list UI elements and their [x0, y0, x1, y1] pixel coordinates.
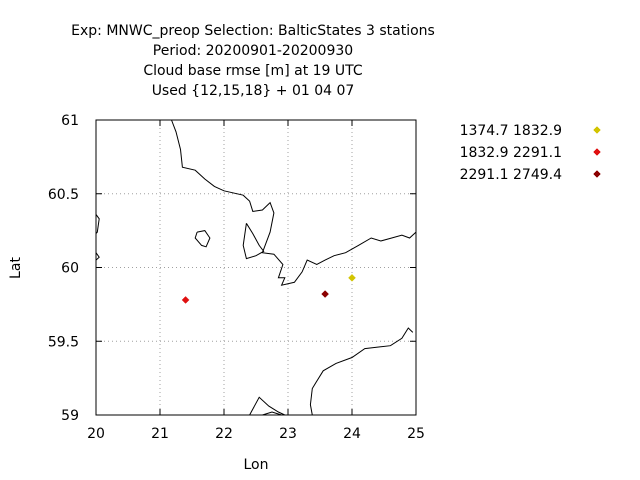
grid	[96, 120, 416, 415]
title-line-2: Period: 20200901-20200930	[153, 43, 353, 59]
coastline	[249, 396, 286, 416]
legend-marker	[593, 126, 601, 134]
y-tick-label: 59	[61, 408, 79, 424]
chart-title: Exp: MNWC_preop Selection: BalticStates …	[71, 23, 435, 99]
legend-label: 2291.1 2749.4	[460, 167, 563, 183]
x-tick-label: 21	[151, 426, 169, 442]
data-point-marker	[321, 290, 329, 298]
legend-marker	[593, 148, 601, 156]
y-axis-label: Lat	[8, 257, 24, 279]
y-tick-label: 60	[61, 261, 79, 277]
data-point-marker	[181, 296, 190, 304]
x-axis-label: Lon	[244, 457, 269, 473]
y-tick-label: 59.5	[48, 334, 79, 350]
coastline	[262, 411, 282, 416]
x-tick-label: 24	[343, 426, 361, 442]
legend: 1374.7 1832.9 1832.9 2291.1 2291.1 2749.4	[460, 123, 601, 183]
legend-marker	[593, 170, 601, 178]
title-line-3: Cloud base rmse [m] at 19 UTC	[143, 63, 363, 79]
coastline	[309, 327, 414, 416]
legend-label: 1832.9 2291.1	[460, 145, 562, 161]
data-points	[181, 273, 356, 304]
coastline	[194, 230, 211, 248]
x-tick-label: 20	[87, 426, 105, 442]
coastline	[95, 252, 100, 261]
y-tick-label: 60.5	[48, 187, 79, 203]
legend-label: 1374.7 1832.9	[460, 123, 562, 139]
data-point-marker	[348, 273, 356, 282]
title-line-4: Used {12,15,18} + 01 04 07	[152, 83, 355, 99]
x-tick-label: 22	[215, 426, 233, 442]
x-tick-label: 25	[407, 426, 425, 442]
y-tick-label: 61	[61, 113, 79, 129]
coastline	[95, 214, 100, 234]
x-tick-label: 23	[279, 426, 297, 442]
coastline	[242, 223, 265, 260]
coastlines	[95, 119, 417, 416]
title-line-1: Exp: MNWC_preop Selection: BalticStates …	[71, 23, 435, 39]
coastline	[171, 119, 417, 286]
axis-ticks: 20 21 22 23 24 25 59 59.5 60 60.5 61	[48, 113, 425, 442]
